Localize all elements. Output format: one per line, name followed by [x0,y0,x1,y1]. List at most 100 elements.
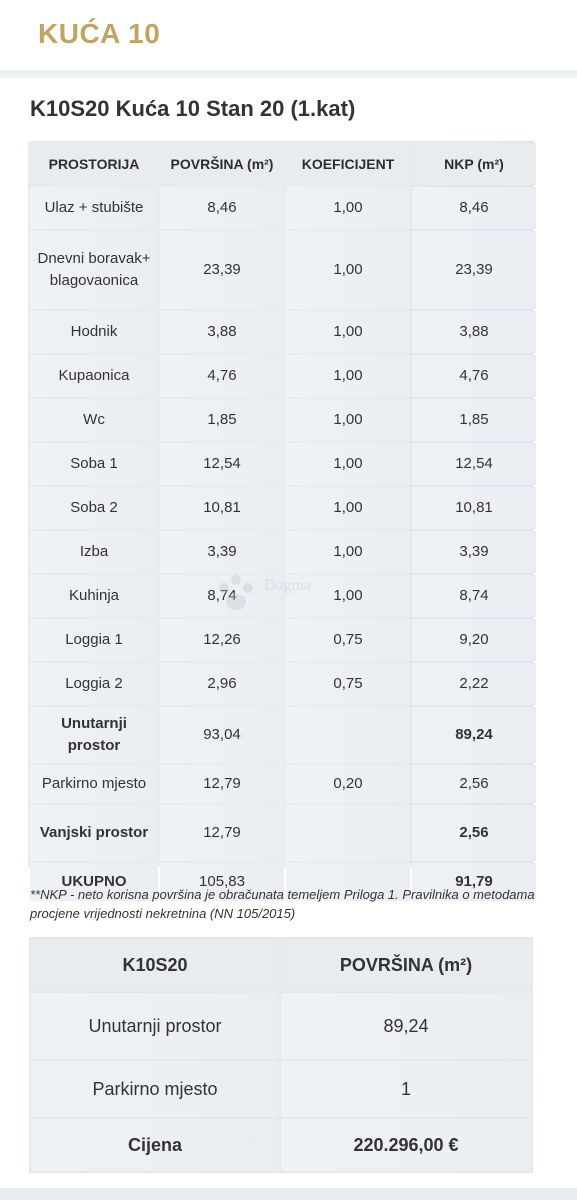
summary-row: Parkirno mjesto 1 [31,1061,531,1117]
room-name-cell: Hodnik [30,311,158,353]
room-area-cell: 23,39 [160,231,284,309]
room-name-cell: Soba 1 [30,443,158,485]
room-nkp-cell: 1,85 [412,399,536,441]
summary-row: Unutarnji prostor 89,24 [31,993,531,1059]
room-coef-cell: 0,20 [286,765,410,803]
room-area-cell: 8,46 [160,187,284,229]
room-area-cell: 12,79 [160,765,284,803]
summary-row: Cijena 220.296,00 € [31,1119,531,1171]
room-area-cell: 8,74 [160,575,284,617]
room-coef-cell: 0,75 [286,619,410,661]
room-row: Unutarnji prostor 93,04 89,24 [30,707,536,763]
room-area-cell: 3,39 [160,531,284,573]
room-nkp-cell: 3,39 [412,531,536,573]
room-row: Loggia 2 2,96 0,75 2,22 [30,663,536,705]
room-area-cell: 12,26 [160,619,284,661]
room-area-cell: 10,81 [160,487,284,529]
room-row: Soba 1 12,54 1,00 12,54 [30,443,536,485]
room-name-cell: Dnevni boravak+ blagovaonica [30,231,158,309]
room-area-cell: 105,83 [160,863,284,901]
room-coef-cell: 1,00 [286,355,410,397]
room-coef-cell: 1,00 [286,443,410,485]
room-name-cell: Loggia 1 [30,619,158,661]
room-coef-cell: 1,00 [286,399,410,441]
room-row: Soba 2 10,81 1,00 10,81 [30,487,536,529]
room-coef-cell: 1,00 [286,231,410,309]
room-name-cell: Soba 2 [30,487,158,529]
rooms-table: PROSTORIJA POVRŠINA (m²) KOEFICIJENT NKP… [28,141,538,903]
header-prostorija: PROSTORIJA [30,143,158,185]
header-koeficijent: KOEFICIJENT [286,143,410,185]
room-name-cell: Vanjski prostor [30,805,158,861]
room-coef-cell [286,863,410,901]
room-row: Wc 1,85 1,00 1,85 [30,399,536,441]
room-row: Parkirno mjesto 12,79 0,20 2,56 [30,765,536,803]
room-name-cell: Unutarnji prostor [30,707,158,763]
room-coef-cell: 1,00 [286,575,410,617]
room-nkp-cell: 8,46 [412,187,536,229]
room-coef-cell: 1,00 [286,311,410,353]
room-row: Kupaonica 4,76 1,00 4,76 [30,355,536,397]
room-nkp-cell: 2,22 [412,663,536,705]
summary-header-unit: K10S20 [31,939,279,991]
room-coef-cell [286,707,410,763]
summary-label-cell: Unutarnji prostor [31,993,279,1059]
room-area-cell: 1,85 [160,399,284,441]
summary-value-cell: 220.296,00 € [281,1119,531,1171]
room-nkp-cell: 12,54 [412,443,536,485]
room-nkp-cell: 3,88 [412,311,536,353]
room-name-cell: Parkirno mjesto [30,765,158,803]
summary-value-cell: 89,24 [281,993,531,1059]
rooms-table-container: PROSTORIJA POVRŠINA (m²) KOEFICIJENT NKP… [28,141,536,901]
bottom-band [0,1188,577,1200]
room-coef-cell: 1,00 [286,531,410,573]
summary-label-cell: Parkirno mjesto [31,1061,279,1117]
room-name-cell: Wc [30,399,158,441]
room-coef-cell: 0,75 [286,663,410,705]
room-area-cell: 3,88 [160,311,284,353]
room-nkp-cell: 9,20 [412,619,536,661]
room-row: Loggia 1 12,26 0,75 9,20 [30,619,536,661]
top-band [0,70,577,78]
room-row: Dnevni boravak+ blagovaonica 23,39 1,00 23,… [30,231,536,309]
room-nkp-cell: 89,24 [412,707,536,763]
room-area-cell: 93,04 [160,707,284,763]
room-name-cell: Kuhinja [30,575,158,617]
room-coef-cell: 1,00 [286,487,410,529]
room-name-cell: Loggia 2 [30,663,158,705]
summary-table-container: K10S20 POVRŠINA (m²) Unutarnji prostor 89… [29,937,533,1173]
room-coef-cell [286,805,410,861]
header-nkp: NKP (m²) [412,143,536,185]
room-row: UKUPNO 105,83 91,79 [30,863,536,901]
room-nkp-cell: 8,74 [412,575,536,617]
summary-value-cell: 1 [281,1061,531,1117]
room-row: Hodnik 3,88 1,00 3,88 [30,311,536,353]
room-row: Kuhinja 8,74 1,00 8,74 [30,575,536,617]
nkp-note: **NKP - neto korisna površina je obračun… [30,887,535,921]
room-nkp-cell: 10,81 [412,487,536,529]
room-area-cell: 12,54 [160,443,284,485]
room-row: Ulaz + stubište 8,46 1,00 8,46 [30,187,536,229]
room-row: Izba 3,39 1,00 3,39 [30,531,536,573]
summary-label-cell: Cijena [31,1119,279,1171]
room-area-cell: 2,96 [160,663,284,705]
room-area-cell: 12,79 [160,805,284,861]
room-nkp-cell: 23,39 [412,231,536,309]
room-name-cell: Kupaonica [30,355,158,397]
summary-table: K10S20 POVRŠINA (m²) Unutarnji prostor 89… [29,937,533,1173]
summary-header-row: K10S20 POVRŠINA (m²) [31,939,531,991]
unit-title: K10S20 Kuća 10 Stan 20 (1.kat) [30,96,356,121]
summary-header-area: POVRŠINA (m²) [281,939,531,991]
header-povrsina: POVRŠINA (m²) [160,143,284,185]
room-coef-cell: 1,00 [286,187,410,229]
room-row: Vanjski prostor 12,79 2,56 [30,805,536,861]
room-area-cell: 4,76 [160,355,284,397]
page-title: KUĆA 10 [38,18,161,49]
rooms-header-row: PROSTORIJA POVRŠINA (m²) KOEFICIJENT NKP… [30,143,536,185]
room-name-cell: Ulaz + stubište [30,187,158,229]
room-nkp-cell: 4,76 [412,355,536,397]
room-nkp-cell: 2,56 [412,765,536,803]
room-name-cell: Izba [30,531,158,573]
room-name-cell: UKUPNO [30,863,158,901]
room-nkp-cell: 2,56 [412,805,536,861]
